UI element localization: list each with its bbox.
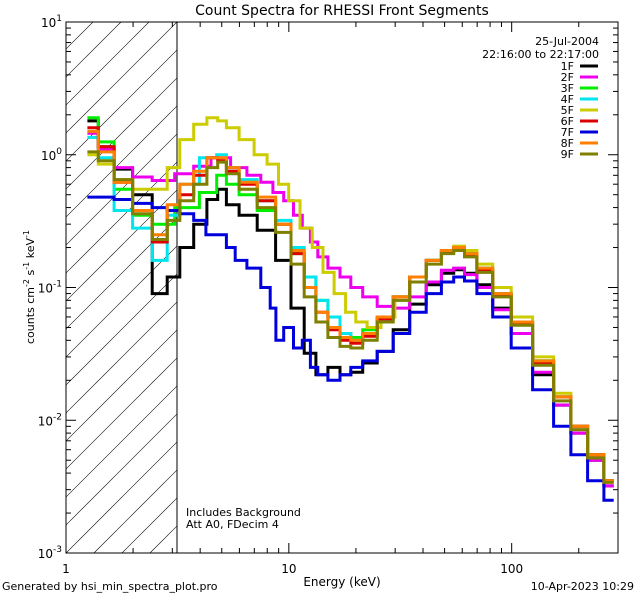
legend-label-8f: 8F bbox=[561, 137, 574, 150]
hatch-line bbox=[458, 0, 640, 553]
hatch-line bbox=[0, 0, 94, 553]
hatch-line bbox=[66, 273, 177, 386]
x-tick-label: 10 bbox=[281, 562, 296, 576]
series-line-5f bbox=[87, 116, 614, 483]
hatch-line bbox=[66, 22, 94, 50]
chart-title: Count Spectra for RHESSI Front Segments bbox=[195, 3, 489, 19]
hatch-line bbox=[262, 0, 640, 553]
legend-label-7f: 7F bbox=[561, 126, 574, 139]
series-line-7f bbox=[87, 195, 614, 502]
hatch-line bbox=[66, 329, 177, 442]
y-tick-label: 10-2 bbox=[38, 412, 62, 428]
hatch-line bbox=[66, 245, 177, 358]
y-tick-label: 10-3 bbox=[38, 545, 62, 561]
legend-label-9f: 9F bbox=[561, 148, 574, 161]
legend-label-4f: 4F bbox=[561, 93, 574, 106]
hatch-line bbox=[66, 22, 122, 78]
hatch-line bbox=[66, 217, 177, 330]
generator-credit: Generated by hsi_min_spectra_plot.pro bbox=[2, 580, 218, 593]
annotation-background: Includes Background bbox=[186, 506, 301, 519]
hatch-line bbox=[66, 105, 177, 218]
annotation-attenuator: Att A0, FDecim 4 bbox=[186, 518, 279, 531]
x-tick-label: 1 bbox=[62, 562, 70, 576]
plot-frame bbox=[65, 21, 619, 554]
hatch-line bbox=[234, 0, 640, 553]
y-tick-label: 101 bbox=[41, 14, 62, 30]
observation-date: 25-Jul-2004 bbox=[535, 35, 599, 48]
hatch-line bbox=[66, 413, 177, 526]
generation-timestamp: 10-Apr-2023 10:29 bbox=[530, 580, 634, 593]
hatch-line bbox=[514, 0, 640, 553]
legend-label-2f: 2F bbox=[561, 71, 574, 84]
x-tick-label: 100 bbox=[500, 562, 523, 576]
legend-label-3f: 3F bbox=[561, 82, 574, 95]
x-axis-label: Energy (keV) bbox=[303, 575, 380, 589]
hatch-line bbox=[66, 22, 150, 106]
legend-label-5f: 5F bbox=[561, 104, 574, 117]
hatch-line bbox=[542, 0, 640, 553]
y-tick-label: 100 bbox=[41, 147, 62, 163]
hatch-line bbox=[66, 22, 177, 134]
hatch-line bbox=[66, 357, 177, 470]
excluded-energy-region bbox=[0, 0, 640, 553]
hatch-line bbox=[318, 0, 640, 553]
hatch-line bbox=[66, 133, 177, 246]
y-tick-label: 10-1 bbox=[38, 280, 62, 296]
hatch-line bbox=[66, 77, 177, 190]
hatch-line bbox=[66, 441, 177, 553]
legend-label-6f: 6F bbox=[561, 115, 574, 128]
time-range: 22:16:00 to 22:17:00 bbox=[482, 48, 599, 61]
y-axis-label: counts cm-2 s-1 keV-1 bbox=[22, 230, 37, 344]
hatch-line bbox=[66, 49, 177, 162]
hatch-line bbox=[66, 189, 177, 302]
series-line-9f bbox=[87, 150, 614, 484]
legend-label-1f: 1F bbox=[561, 60, 574, 73]
hatch-line bbox=[66, 385, 177, 498]
